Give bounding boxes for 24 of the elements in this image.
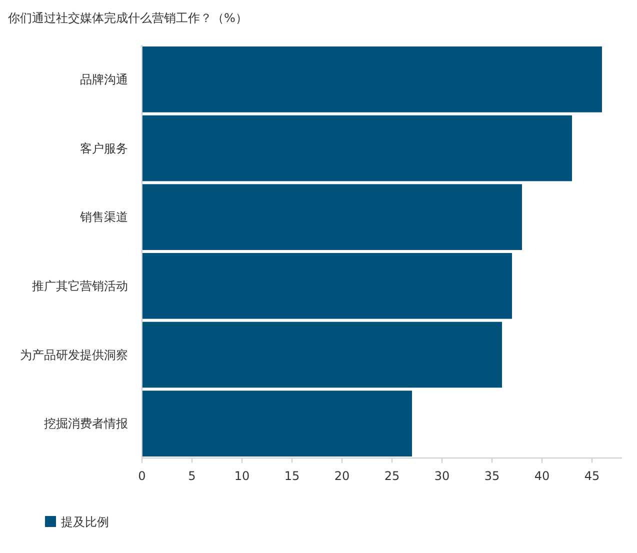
bar [142,184,522,250]
x-tick-label: 15 [284,469,300,483]
x-tick-label: 10 [234,469,250,483]
chart-title: 你们通过社交媒体完成什么营销工作？（%） [7,11,248,25]
bar [142,322,502,388]
legend-label: 提及比例 [61,515,109,529]
bar [142,115,572,182]
y-tick-label: 品牌沟通 [80,72,128,86]
x-tick-label: 45 [584,469,600,483]
x-tick-label: 35 [484,469,500,483]
x-tick-label: 30 [434,469,450,483]
y-tick-label: 销售渠道 [79,210,128,224]
bar [142,390,412,456]
x-tick-label: 40 [534,469,550,483]
bar [142,46,602,112]
x-tick-label: 0 [138,469,146,483]
y-tick-label: 客户服务 [80,141,128,156]
bar [142,253,512,319]
y-tick-label: 为产品研发提供洞察 [20,348,128,362]
y-tick-label: 推广其它营销活动 [32,278,128,293]
x-tick-label: 5 [188,469,196,483]
x-tick-label: 20 [334,469,350,483]
y-tick-label: 挖掘消费者情报 [44,416,128,431]
x-tick-label: 25 [384,469,400,483]
